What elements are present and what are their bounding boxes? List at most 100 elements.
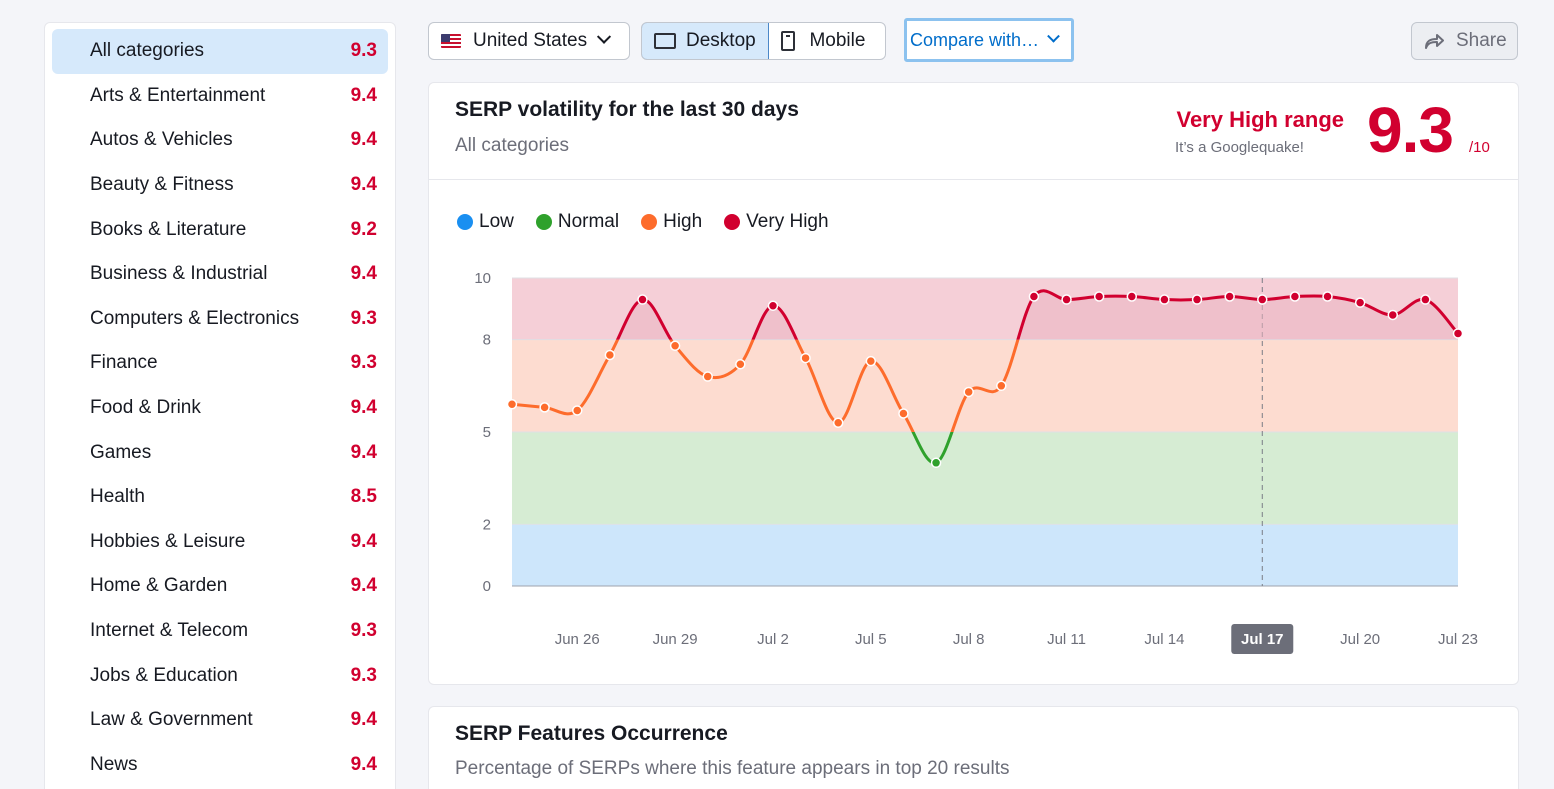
y-tick-label: 10 (474, 270, 491, 287)
legend-item[interactable]: Normal (535, 211, 620, 233)
data-point (963, 386, 974, 398)
category-score: 9.4 (350, 753, 377, 775)
data-point (1191, 294, 1203, 305)
sidebar-item[interactable]: Food & Drink 9.4 (52, 386, 388, 431)
legend-label: Low (479, 211, 514, 232)
sidebar-item[interactable]: Business & Industrial 9.4 (52, 252, 388, 297)
x-tick-label: Jul 20 (1340, 631, 1380, 648)
data-point (865, 355, 877, 367)
sidebar-item[interactable]: All categories 9.3 (52, 29, 388, 74)
features-subtitle: Percentage of SERPs where this feature a… (455, 758, 1010, 779)
x-tick-label: Jul 5 (855, 631, 887, 648)
data-point (1224, 291, 1235, 302)
category-label: Games (90, 441, 152, 463)
category-score: 9.3 (350, 307, 377, 329)
legend-item[interactable]: Very High (724, 211, 829, 233)
x-tick-highlight-bg (1231, 624, 1294, 654)
sidebar-item[interactable]: Arts & Entertainment 9.4 (52, 74, 388, 119)
legend-dot (724, 214, 741, 230)
x-tick-label: Jul 14 (1144, 631, 1184, 648)
sidebar-item[interactable]: Computers & Electronics 9.3 (52, 297, 388, 342)
legend-item[interactable]: High (641, 211, 702, 233)
data-point (1354, 297, 1366, 308)
sidebar-item[interactable]: Games 9.4 (52, 430, 388, 475)
category-label: Finance (90, 352, 158, 374)
desktop-button[interactable]: Desktop (642, 23, 770, 59)
category-score: 9.4 (350, 263, 377, 285)
category-label: Computers & Electronics (90, 307, 300, 329)
x-tick-label: Jul 8 (953, 631, 985, 648)
category-score: 9.4 (350, 709, 377, 731)
data-point (1028, 291, 1040, 302)
data-point (1061, 294, 1072, 305)
category-label: Food & Drink (90, 397, 201, 419)
y-tick-label: 0 (483, 578, 491, 595)
legend-item[interactable]: Low (457, 211, 514, 233)
country-select[interactable]: United States (428, 22, 630, 60)
category-label: Home & Garden (90, 575, 228, 597)
data-point (669, 340, 681, 352)
sidebar-item[interactable]: Health 8.5 (52, 475, 388, 520)
legend-dot (535, 214, 552, 230)
category-sidebar: All categories 9.3 Arts & Entertainment 9.4… (44, 22, 396, 789)
sidebar-item[interactable]: Autos & Vehicles 9.4 (52, 118, 388, 163)
sidebar-item[interactable]: Beauty & Fitness 9.4 (52, 163, 388, 208)
data-point (1257, 294, 1268, 305)
volatility-score: 9.3 (1367, 94, 1454, 166)
features-title: SERP Features Occurrence (455, 722, 728, 745)
category-label: Internet & Telecom (90, 620, 249, 642)
category-label: Autos & Vehicles (90, 129, 233, 151)
data-point (1289, 291, 1301, 302)
category-score: 9.4 (350, 129, 377, 151)
data-point (898, 408, 909, 419)
compare-with-dropdown[interactable]: Compare with… (904, 18, 1074, 62)
category-score: 9.2 (350, 218, 377, 240)
y-tick-label: 5 (483, 424, 491, 441)
y-tick-label: 8 (483, 332, 491, 349)
category-score: 9.4 (350, 84, 377, 106)
category-label: All categories (90, 40, 205, 62)
category-label: Books & Literature (90, 218, 247, 240)
device-toggle: Desktop Mobile (641, 22, 886, 60)
sidebar-item[interactable]: News 9.4 (52, 743, 388, 788)
data-point (1159, 294, 1170, 305)
serp-features-card: SERP Features Occurrence Percentage of S… (428, 706, 1519, 789)
category-label: News (90, 753, 138, 775)
sidebar-item[interactable]: Jobs & Education 9.3 (52, 653, 388, 698)
data-point (996, 380, 1007, 392)
data-point (637, 294, 648, 305)
category-score: 9.3 (350, 352, 377, 374)
band-low (512, 524, 1458, 586)
card-title: SERP volatility for the last 30 days (455, 98, 799, 121)
category-label: Law & Government (90, 709, 253, 731)
x-tick-label: Jul 11 (1047, 631, 1086, 648)
range-note: It’s a Googlequake! (1175, 139, 1304, 156)
data-point (702, 371, 713, 382)
legend-label: Normal (557, 211, 620, 232)
category-score: 9.3 (350, 620, 377, 642)
chevron-down-icon (597, 29, 612, 44)
sidebar-item[interactable]: Law & Government 9.4 (52, 698, 388, 743)
mobile-icon (781, 31, 796, 51)
sidebar-item[interactable]: Books & Literature 9.2 (52, 207, 388, 252)
category-score: 8.5 (350, 486, 377, 508)
category-score: 9.4 (350, 441, 377, 463)
card-subtitle: All categories (455, 135, 570, 156)
sidebar-item[interactable]: Home & Garden 9.4 (52, 564, 388, 609)
desktop-icon (654, 32, 676, 50)
volatility-chart[interactable]: 0 2 5 8 10 Jun 26 Jun 29 Jul 2 Jul 5 Jul 8 Jul 11 J… (429, 83, 1520, 686)
share-button[interactable]: Share (1411, 22, 1518, 60)
mobile-button[interactable]: Mobile (769, 23, 885, 59)
us-flag-icon (441, 34, 461, 48)
sidebar-item[interactable]: Finance 9.3 (52, 341, 388, 386)
x-tick-label: Jul 2 (757, 631, 789, 648)
data-point (1126, 291, 1138, 302)
sidebar-item[interactable]: Hobbies & Leisure 9.4 (52, 520, 388, 565)
category-label: Beauty & Fitness (90, 174, 234, 196)
category-label: Hobbies & Leisure (90, 530, 246, 552)
sidebar-item[interactable]: Internet & Telecom 9.3 (52, 609, 388, 654)
very-high-area (617, 290, 1458, 340)
category-score: 9.4 (350, 174, 377, 196)
data-point (604, 349, 616, 361)
category-score: 9.3 (350, 40, 377, 62)
